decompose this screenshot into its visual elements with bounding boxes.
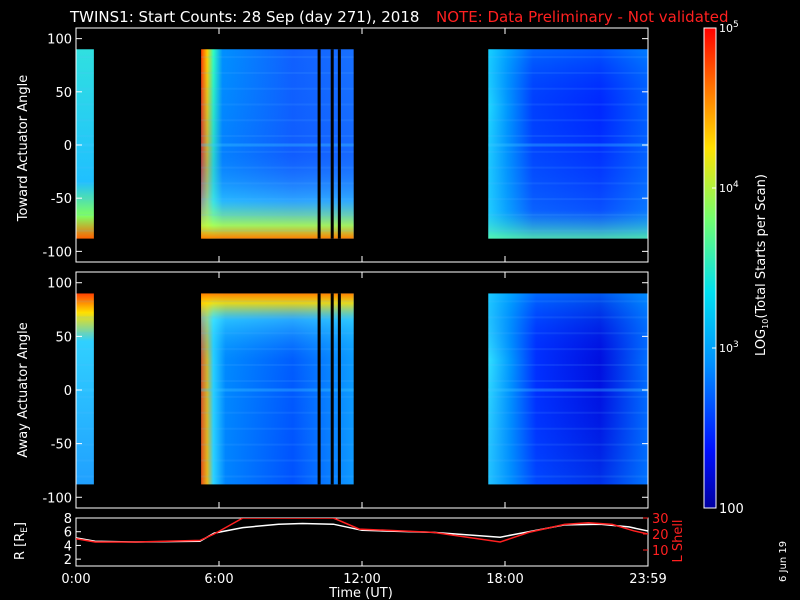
colorbar-scale: [703, 27, 717, 509]
heatmap-block-shading: [201, 49, 354, 239]
y-tick-label: 0: [64, 384, 72, 399]
colorbar-tick-label: 105: [719, 20, 739, 35]
y-tick-label: 100: [47, 277, 72, 292]
lshell-tick-label: 20: [652, 528, 669, 543]
cb-label-sub: 10: [761, 319, 770, 329]
time-tick-label: 12:00: [343, 572, 380, 587]
cb-label-rest: (Total Starts per Scan): [754, 174, 769, 319]
y-tick-label: -50: [51, 438, 72, 453]
colorbar-tick-base: 10: [719, 342, 733, 355]
y-tick-label: 100: [47, 33, 72, 48]
y-tick-label: 50: [55, 330, 72, 345]
heatmap-block-shading: [76, 293, 94, 485]
chart-title: TWINS1: Start Counts: 28 Sep (day 271), …: [69, 8, 419, 26]
y-tick-label: -100: [42, 491, 72, 506]
r-label-main: R [R: [13, 533, 28, 560]
lshell-axis-title: L Shell: [671, 519, 686, 562]
colorbar-tick-label: 100: [719, 502, 744, 517]
colorbar-tick-exp: 5: [733, 20, 739, 30]
colorbar-tick-base: 10: [719, 182, 733, 195]
time-tick-label: 0:00: [61, 572, 90, 587]
date-stamp: 6 Jun 19: [778, 541, 789, 582]
y-tick-label: 50: [55, 86, 72, 101]
lshell-tick-label: 30: [652, 512, 669, 527]
toward-angle-heatmap-panel: 100 50 0 -50 -100: [42, 27, 649, 263]
data-gap-line: [337, 49, 341, 239]
cb-label-main: LOG: [754, 329, 769, 356]
toward-angle-axis-title: Toward Actuator Angle: [16, 75, 31, 222]
lshell-line: [76, 518, 648, 543]
colorbar-tick-label: 104: [719, 180, 739, 195]
colorbar-tick-base: 10: [719, 22, 733, 35]
time-tick-label: 18:00: [486, 572, 523, 587]
away-angle-heatmap-panel: 100 50 0 -50 -100: [42, 271, 649, 509]
r-tick-label: 2: [64, 553, 72, 568]
orbit-r-axis-title: R [RE]: [13, 522, 30, 560]
data-gap-line: [330, 49, 334, 239]
lshell-tick-label: 10: [652, 544, 669, 559]
r-label-sub: E: [20, 527, 30, 533]
preliminary-note: NOTE: Data Preliminary - Not validated: [436, 8, 729, 26]
heatmap-block-shading: [488, 49, 648, 239]
y-tick-label: -50: [51, 192, 72, 207]
colorbar-tick-exp: 3: [733, 340, 739, 350]
colorbar-tick-label: 103: [719, 340, 739, 355]
heatmap-block-shading: [201, 293, 354, 485]
heatmap-block-shading: [488, 293, 648, 485]
data-gap-line: [337, 293, 341, 485]
r-tick-label: 4: [64, 539, 72, 554]
colorbar-tick-base: 100: [719, 502, 744, 517]
colorbar-tick-exp: 4: [733, 180, 739, 190]
r-tick-label: 8: [64, 512, 72, 527]
r-label-end: ]: [13, 522, 28, 527]
r-tick-label: 6: [64, 526, 72, 541]
y-tick-label: 0: [64, 139, 72, 154]
y-tick-label: -100: [42, 245, 72, 260]
data-gap-line: [317, 49, 321, 239]
away-angle-axis-title: Away Actuator Angle: [16, 322, 31, 457]
time-tick-label: 23:59: [629, 572, 666, 587]
colorbar-axis-title: LOG10(Total Starts per Scan): [754, 174, 770, 356]
heatmap-block-shading: [76, 49, 94, 239]
time-tick-label: 6:00: [204, 572, 233, 587]
data-gap-line: [330, 293, 334, 485]
time-axis-title: Time (UT): [328, 586, 393, 600]
data-gap-line: [317, 293, 321, 485]
